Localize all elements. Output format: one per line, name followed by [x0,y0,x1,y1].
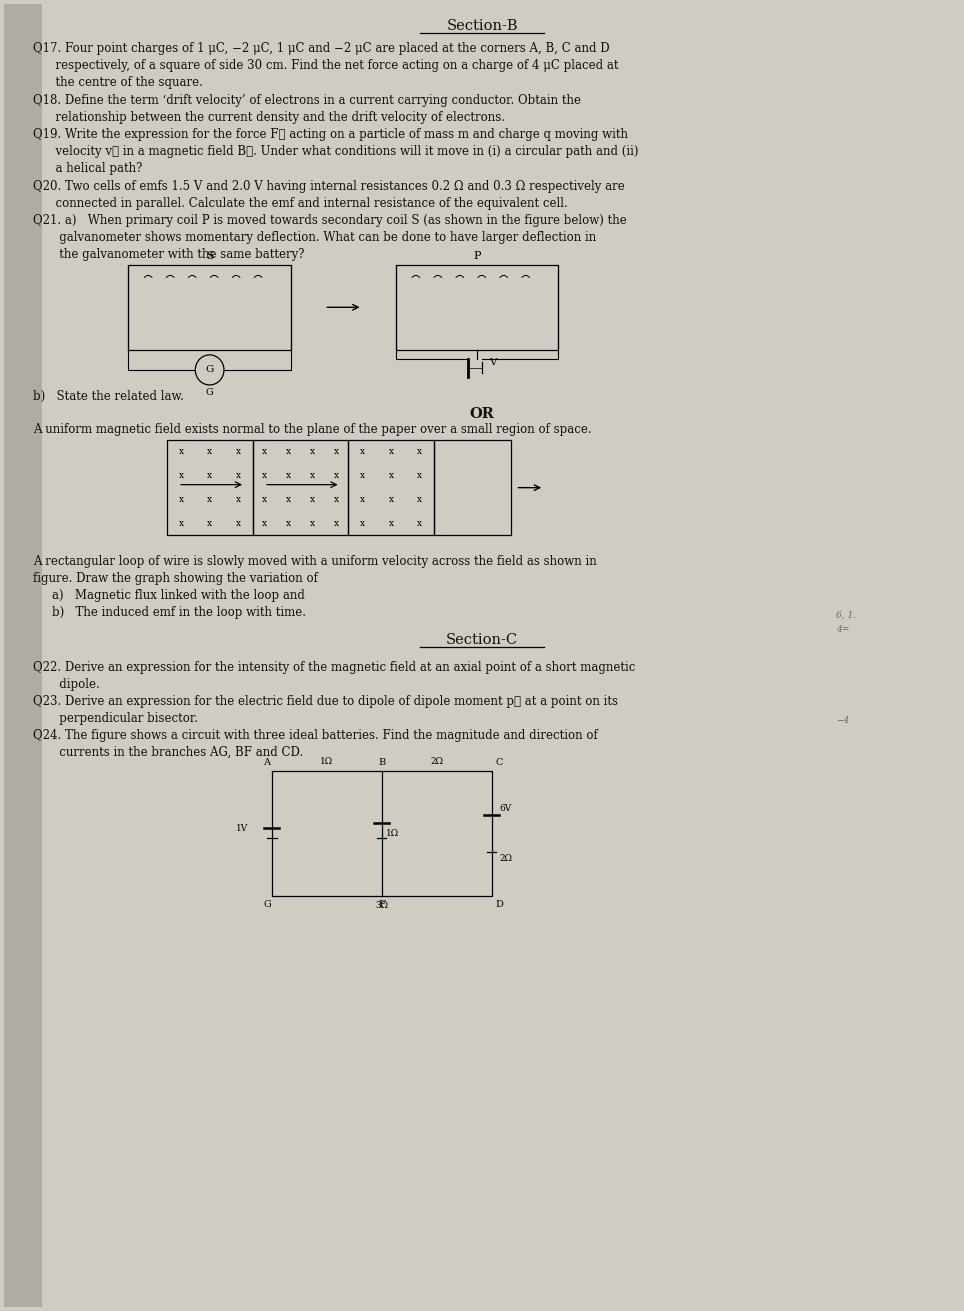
Text: x: x [178,496,183,503]
Text: A rectangular loop of wire is slowly moved with a uniform velocity across the fi: A rectangular loop of wire is slowly mov… [33,556,597,568]
Text: Q24. The figure shows a circuit with three ideal batteries. Find the magnitude a: Q24. The figure shows a circuit with thr… [33,729,598,742]
Text: S: S [206,250,213,261]
Text: Q18. Define the term ‘drift velocity’ of electrons in a current carrying conduct: Q18. Define the term ‘drift velocity’ of… [33,94,581,108]
Text: 1Ω: 1Ω [320,756,334,766]
Text: G: G [263,899,271,909]
Text: Q20. Two cells of emfs 1.5 V and 2.0 V having internal resistances 0.2 Ω and 0.3: Q20. Two cells of emfs 1.5 V and 2.0 V h… [33,180,625,193]
Text: x: x [236,447,241,456]
Text: Section-C: Section-C [446,633,518,648]
Text: b)   The induced emf in the loop with time.: b) The induced emf in the loop with time… [52,607,306,619]
Text: galvanometer shows momentary deflection. What can be done to have larger deflect: galvanometer shows momentary deflection.… [33,231,596,244]
Text: −4: −4 [836,716,849,725]
Text: respectively, of a square of side 30 cm. Find the net force acting on a charge o: respectively, of a square of side 30 cm.… [33,59,618,72]
Text: 2Ω: 2Ω [499,853,512,863]
Text: x: x [309,471,315,480]
Text: x: x [388,471,393,480]
Text: a helical path?: a helical path? [33,163,143,176]
Text: 6V: 6V [499,804,512,813]
Text: the galvanometer with the same battery?: the galvanometer with the same battery? [33,248,305,261]
Text: Q17. Four point charges of 1 μC, −2 μC, 1 μC and −2 μC are placed at the corners: Q17. Four point charges of 1 μC, −2 μC, … [33,42,609,55]
Text: x: x [286,496,291,503]
Text: x: x [417,496,422,503]
Text: x: x [236,496,241,503]
Text: x: x [417,471,422,480]
Text: x: x [207,447,212,456]
Text: F: F [378,899,385,909]
Text: x: x [388,447,393,456]
Text: C: C [495,758,503,767]
Text: x: x [262,519,267,528]
Text: x: x [388,519,393,528]
Text: x: x [309,519,315,528]
Text: Q19. Write the expression for the force F⃗ acting on a particle of mass m and ch: Q19. Write the expression for the force … [33,128,628,142]
Text: Q22. Derive an expression for the intensity of the magnetic field at an axial po: Q22. Derive an expression for the intens… [33,661,635,674]
Text: 1V: 1V [235,823,248,832]
Text: x: x [360,447,365,456]
Text: V: V [489,358,496,367]
Text: Section-B: Section-B [446,20,518,33]
Text: G: G [205,366,214,375]
Text: x: x [286,471,291,480]
Text: the centre of the square.: the centre of the square. [33,76,202,89]
Bar [348,440,434,535]
Text: x: x [207,471,212,480]
Bar [0,0,42,1311]
Bar [128,265,291,350]
Text: x: x [360,496,365,503]
Text: x: x [262,496,267,503]
Text: x: x [178,519,183,528]
Text: x: x [309,447,315,456]
Text: x: x [262,471,267,480]
Text: x: x [262,447,267,456]
Text: D: D [495,899,503,909]
Text: a)   Magnetic flux linked with the loop and: a) Magnetic flux linked with the loop an… [52,590,305,602]
Text: x: x [334,447,338,456]
Text: b)   State the related law.: b) State the related law. [33,389,184,402]
Text: x: x [334,471,338,480]
Text: G: G [205,388,213,397]
Text: A uniform magnetic field exists normal to the plane of the paper over a small re: A uniform magnetic field exists normal t… [33,423,592,437]
Text: velocity v⃗ in a magnetic field B⃗. Under what conditions will it move in (i) a : velocity v⃗ in a magnetic field B⃗. Unde… [33,146,638,159]
Text: x: x [236,471,241,480]
Text: x: x [417,447,422,456]
Text: x: x [417,519,422,528]
Text: Q23. Derive an expression for the electric field due to dipole of dipole moment : Q23. Derive an expression for the electr… [33,695,618,708]
Text: x: x [334,496,338,503]
Text: A: A [263,758,271,767]
Text: 3Ω: 3Ω [375,901,388,910]
Text: currents in the branches AG, BF and CD.: currents in the branches AG, BF and CD. [33,746,303,759]
Text: x: x [207,519,212,528]
Bar [434,440,511,535]
Text: x: x [360,471,365,480]
Text: 4=: 4= [836,625,849,635]
Text: dipole.: dipole. [33,678,99,691]
Text: figure. Draw the graph showing the variation of: figure. Draw the graph showing the varia… [33,573,318,585]
Text: x: x [309,496,315,503]
Text: Q21. a)   When primary coil P is moved towards secondary coil S (as shown in the: Q21. a) When primary coil P is moved tow… [33,214,627,227]
Text: OR: OR [469,406,495,421]
Text: x: x [178,447,183,456]
Text: x: x [286,447,291,456]
Bar [396,265,558,350]
Text: x: x [334,519,338,528]
Text: x: x [236,519,241,528]
Text: x: x [207,496,212,503]
Text: 6, 1.: 6, 1. [836,611,856,619]
Text: 1Ω: 1Ω [387,829,399,838]
Bar [167,440,253,535]
Text: x: x [360,519,365,528]
Text: relationship between the current density and the drift velocity of electrons.: relationship between the current density… [33,111,505,125]
Text: x: x [178,471,183,480]
Text: x: x [388,496,393,503]
Text: P: P [473,250,481,261]
Text: B: B [378,758,386,767]
Text: 2Ω: 2Ω [430,756,443,766]
Text: x: x [286,519,291,528]
Text: perpendicular bisector.: perpendicular bisector. [33,712,198,725]
Bar [253,440,348,535]
Text: connected in parallel. Calculate the emf and internal resistance of the equivale: connected in parallel. Calculate the emf… [33,197,568,210]
